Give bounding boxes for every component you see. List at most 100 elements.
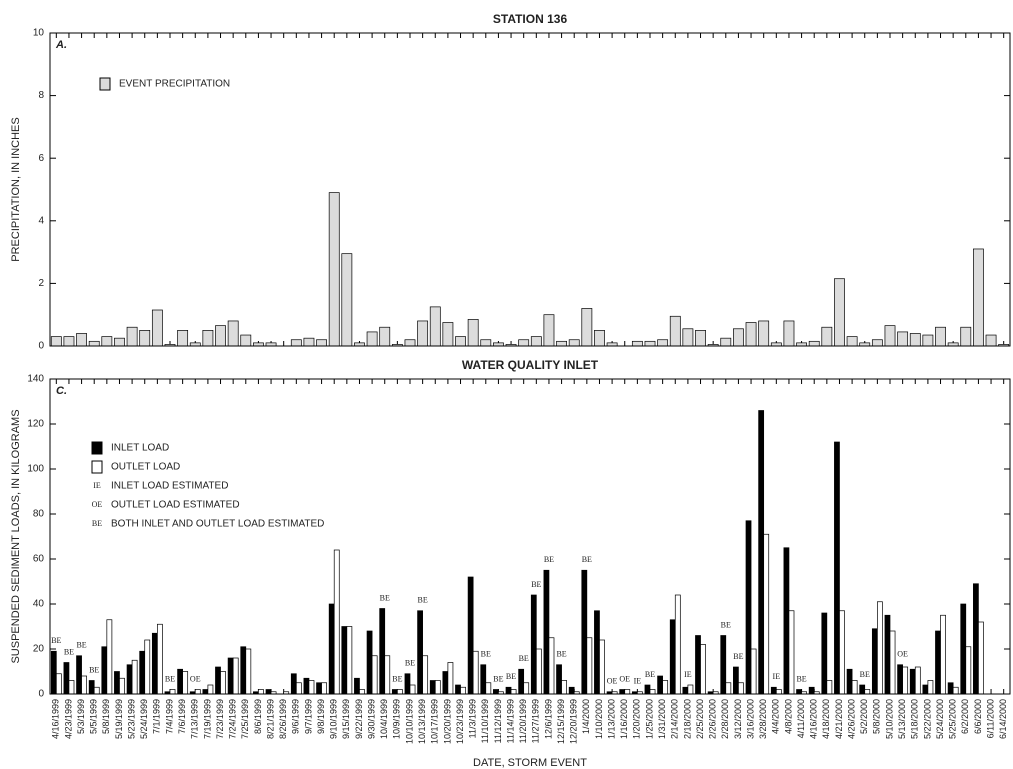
bar: [202, 330, 214, 347]
bar: [695, 330, 706, 347]
bar: [922, 334, 934, 347]
bar: [973, 583, 979, 695]
bar: [725, 682, 732, 695]
bar: [960, 603, 967, 695]
x-tick-label: 1/20/2000: [632, 699, 642, 739]
x-tick-label: 9/22/1999: [354, 699, 364, 739]
bar: [366, 331, 378, 347]
bar: [379, 608, 386, 695]
bar: [568, 339, 580, 347]
bar: [379, 326, 391, 347]
bar: [568, 686, 575, 695]
bar: [733, 666, 739, 695]
y-tick-label: 140: [27, 374, 44, 385]
x-tick-label: 5/13/2000: [897, 699, 907, 739]
bar: [695, 635, 701, 695]
annotation: BE: [418, 596, 428, 605]
x-tick-label: 7/13/1999: [190, 699, 200, 739]
legend-swatch: [91, 441, 103, 455]
x-tick-label: 3/12/2000: [733, 699, 743, 739]
annotation: BE: [76, 641, 86, 650]
bar: [770, 686, 777, 695]
bar: [88, 340, 100, 347]
bar: [897, 331, 909, 347]
annotation: OE: [619, 674, 630, 683]
bar: [700, 644, 706, 695]
annotation: IE: [684, 670, 692, 679]
bar: [556, 340, 567, 347]
bar: [619, 689, 626, 695]
bar: [662, 680, 669, 695]
bar: [581, 569, 588, 695]
x-tick-label: 5/24/1999: [139, 699, 149, 739]
bar: [682, 328, 694, 347]
annotation: BE: [481, 650, 491, 659]
annotation: BE: [733, 652, 743, 661]
bar: [783, 547, 790, 695]
panel-label: A.: [55, 39, 67, 51]
x-tick-label: 6/11/2000: [985, 699, 995, 738]
bar: [548, 637, 555, 695]
bar: [397, 689, 403, 695]
x-tick-label: 5/25/2000: [948, 699, 958, 739]
x-tick-label: 2/18/2000: [682, 699, 692, 739]
plot-frame: [49, 378, 1011, 695]
bar: [472, 650, 479, 695]
bar: [745, 520, 752, 695]
bar: [674, 594, 681, 695]
bar: [316, 339, 327, 347]
y-tick-label: 6: [38, 153, 44, 164]
x-tick-label: 10/4/1999: [379, 699, 389, 739]
bar: [877, 601, 883, 695]
bar: [586, 637, 593, 695]
bar: [973, 248, 984, 347]
legend-code: BE: [92, 519, 102, 528]
x-tick-label: 4/16/1999: [51, 699, 61, 739]
bar: [897, 664, 903, 695]
bar: [422, 655, 429, 695]
annotation: BE: [721, 620, 731, 629]
x-tick-label: 1/10/2000: [594, 699, 604, 739]
x-tick-label: 2/14/2000: [670, 699, 680, 739]
y-tick-label: 40: [33, 599, 45, 610]
bar: [669, 619, 676, 695]
bar: [480, 339, 492, 347]
x-tick-label: 7/25/1999: [240, 699, 250, 739]
bar: [530, 594, 537, 695]
bar: [775, 689, 782, 695]
annotation: BE: [796, 674, 806, 683]
bar: [871, 628, 878, 695]
y-axis-label: PRECIPITATION, IN INCHES: [10, 117, 22, 261]
bar: [126, 326, 138, 347]
bar: [404, 673, 411, 695]
x-tick-label: 4/23/1999: [63, 699, 73, 739]
x-tick-label: 8/21/1999: [265, 699, 275, 739]
bar: [935, 630, 941, 695]
bar: [371, 655, 378, 695]
bar: [126, 664, 133, 695]
annotation: BE: [493, 674, 503, 683]
legend-label: BOTH INLET AND OUTLET LOAD ESTIMATED: [111, 519, 324, 530]
bar: [220, 671, 226, 695]
bar: [290, 673, 297, 695]
x-tick-label: 7/1/1999: [152, 699, 162, 734]
y-tick-label: 2: [38, 278, 44, 289]
bar: [922, 684, 929, 695]
bar: [68, 680, 75, 695]
x-tick-label: 12/6/1999: [543, 699, 553, 739]
bar: [909, 668, 916, 695]
bar: [510, 689, 517, 695]
bar: [303, 677, 310, 695]
x-tick-label: 11/20/1999: [518, 699, 528, 743]
bar: [535, 648, 542, 695]
bar: [215, 325, 226, 347]
y-tick-label: 120: [27, 419, 44, 430]
bar: [808, 686, 815, 695]
bar: [240, 646, 247, 695]
bar: [316, 682, 322, 695]
annotation: BE: [645, 670, 655, 679]
bar: [846, 668, 853, 695]
bar: [467, 319, 479, 347]
y-tick-label: 20: [33, 644, 45, 655]
